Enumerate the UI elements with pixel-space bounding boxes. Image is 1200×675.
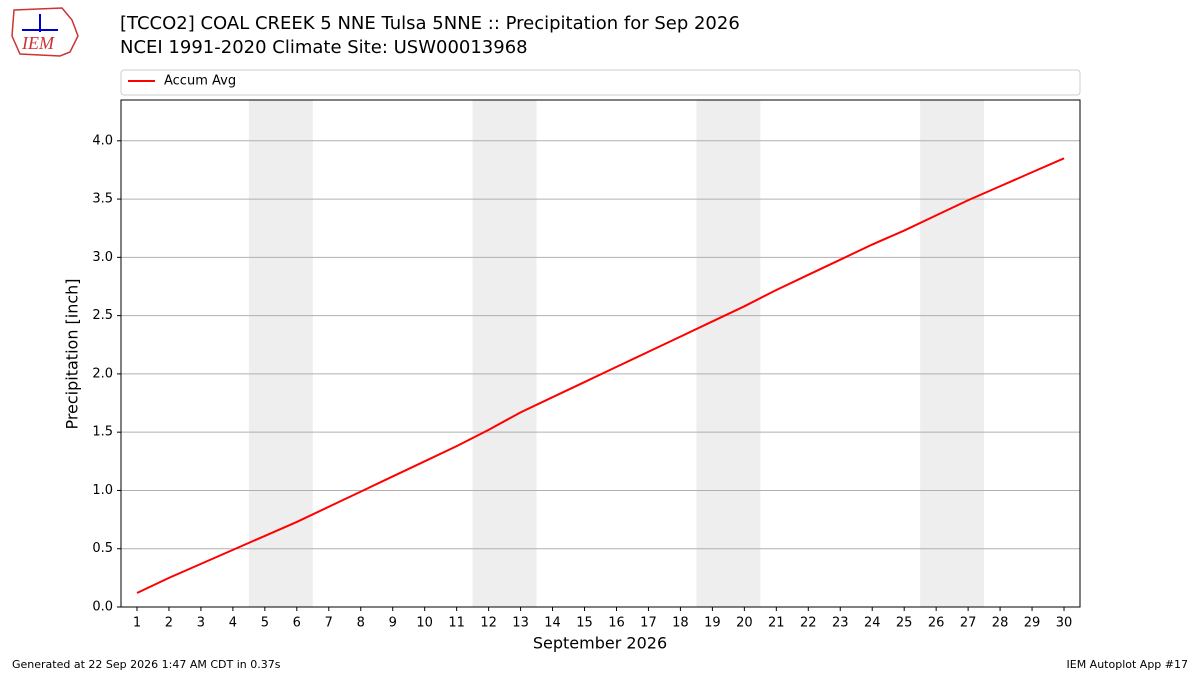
x-tick-label: 9 — [389, 616, 397, 631]
x-tick-label: 5 — [261, 616, 269, 631]
x-tick-label: 12 — [480, 616, 497, 631]
logo-text: IEM — [21, 33, 55, 53]
x-axis-label: September 2026 — [533, 634, 667, 653]
weekend-shade — [248, 100, 313, 607]
x-tick-label: 24 — [864, 616, 881, 631]
y-tick-label: 0.0 — [92, 600, 113, 615]
data-line — [136, 157, 1065, 594]
y-tick-label: 3.0 — [92, 250, 113, 265]
x-tick-label: 7 — [325, 616, 333, 631]
x-tick-label: 2 — [165, 616, 173, 631]
y-tick-label: 2.0 — [92, 366, 113, 381]
x-tick-label: 8 — [357, 616, 365, 631]
weekend-shade — [920, 100, 985, 607]
y-axis-label: Precipitation [inch] — [63, 278, 82, 429]
y-tick-label: 3.5 — [92, 192, 113, 207]
x-tick-label: 30 — [1056, 616, 1073, 631]
weekend-shade — [472, 100, 537, 607]
x-tick-label: 17 — [640, 616, 657, 631]
chart-subtitle: NCEI 1991-2020 Climate Site: USW00013968 — [120, 37, 528, 58]
x-tick-label: 6 — [293, 616, 301, 631]
x-tick-label: 10 — [416, 616, 433, 631]
x-tick-label: 26 — [928, 616, 945, 631]
x-tick-label: 4 — [229, 616, 237, 631]
y-tick-label: 0.5 — [92, 541, 113, 556]
x-tick-label: 25 — [896, 616, 913, 631]
x-tick-label: 16 — [608, 616, 625, 631]
legend-box — [120, 69, 1081, 96]
x-tick-label: 21 — [768, 616, 785, 631]
y-tick-label: 2.5 — [92, 308, 113, 323]
x-tick-label: 27 — [960, 616, 977, 631]
x-tick-label: 15 — [576, 616, 593, 631]
x-tick-label: 19 — [704, 616, 721, 631]
plot-frame — [120, 99, 1081, 608]
x-tick-label: 18 — [672, 616, 689, 631]
y-tick-label: 1.5 — [92, 425, 113, 440]
weekend-shade — [696, 100, 761, 607]
x-tick-label: 3 — [197, 616, 205, 631]
footer-left: Generated at 22 Sep 2026 1:47 AM CDT in … — [12, 658, 281, 671]
x-tick-label: 11 — [448, 616, 465, 631]
footer-right: IEM Autoplot App #17 — [1067, 658, 1189, 671]
logo: IEM — [11, 7, 79, 57]
y-tick-label: 4.0 — [92, 133, 113, 148]
legend-label: Accum Avg — [164, 74, 236, 89]
x-tick-label: 28 — [992, 616, 1009, 631]
x-tick-label: 20 — [736, 616, 753, 631]
x-tick-label: 13 — [512, 616, 529, 631]
x-tick-label: 1 — [133, 616, 141, 631]
x-tick-label: 29 — [1024, 616, 1041, 631]
chart-title: [TCCO2] COAL CREEK 5 NNE Tulsa 5NNE :: P… — [120, 13, 740, 34]
x-tick-label: 22 — [800, 616, 817, 631]
x-tick-label: 23 — [832, 616, 849, 631]
x-tick-label: 14 — [544, 616, 561, 631]
y-tick-label: 1.0 — [92, 483, 113, 498]
